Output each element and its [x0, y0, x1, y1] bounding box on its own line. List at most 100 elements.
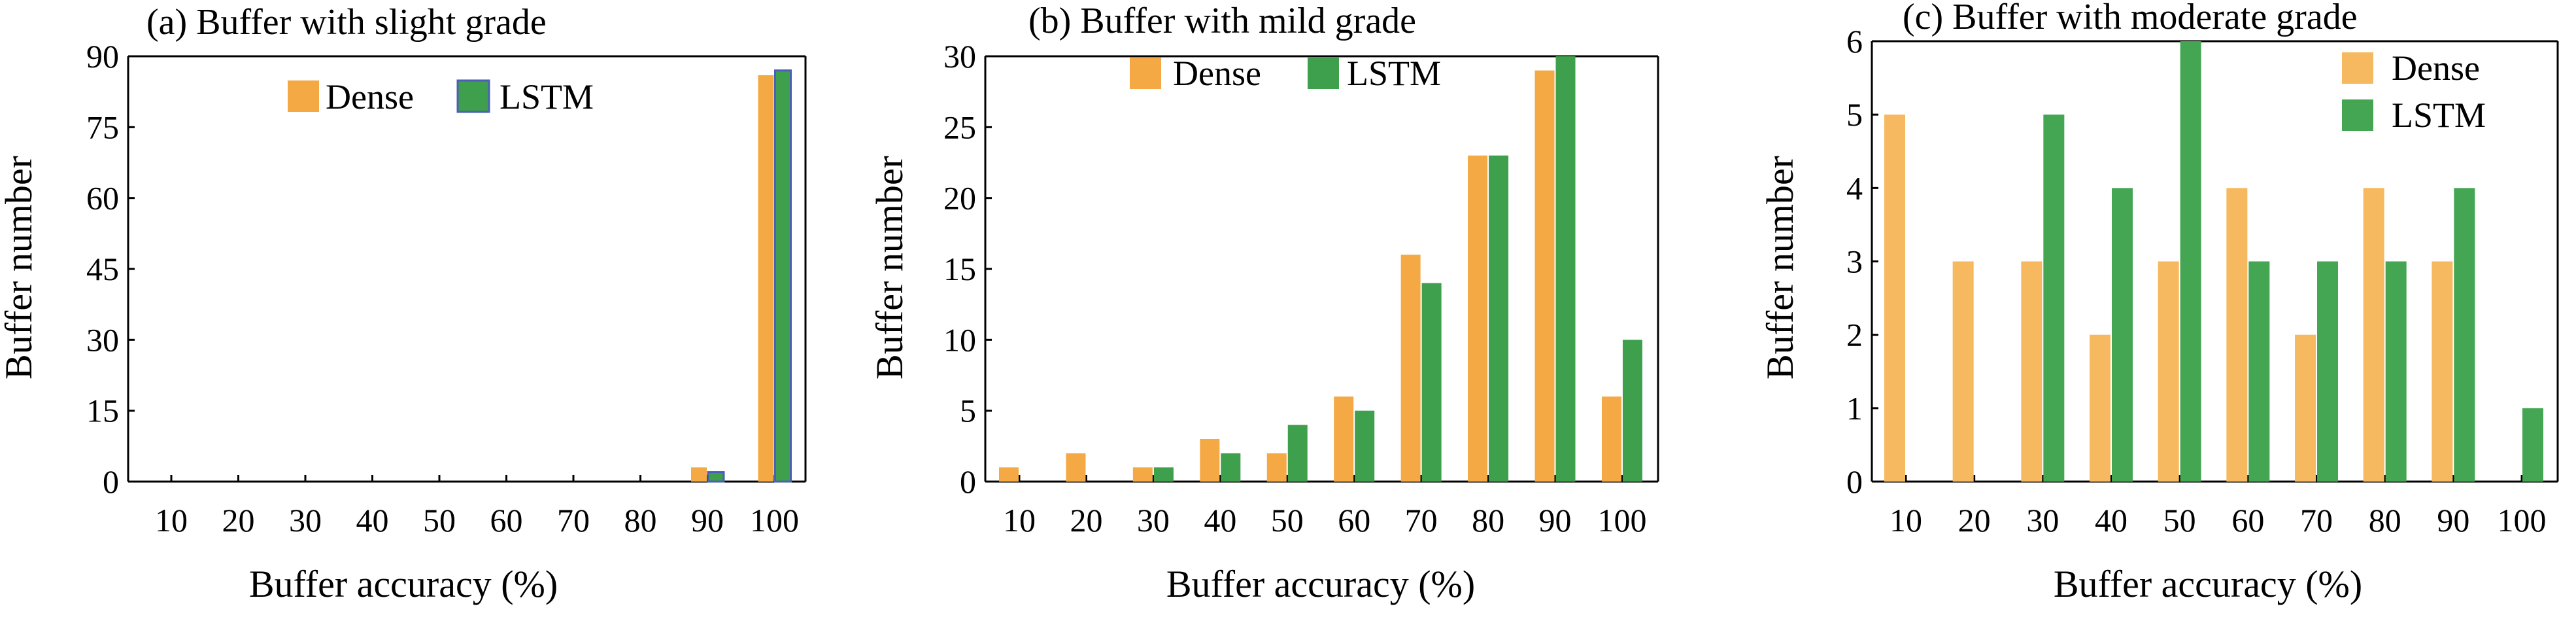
- y-tick-label-c: 0: [1846, 463, 1863, 500]
- bar-dense-b: [1266, 453, 1287, 482]
- x-tick-label-c: 20: [1958, 502, 1991, 539]
- bar-dense-c: [2021, 261, 2042, 482]
- x-tick-label-a: 100: [750, 502, 799, 539]
- bar-lstm-a: [707, 471, 725, 483]
- x-tick-label-b: 30: [1137, 502, 1170, 539]
- legend-swatch-dense-c: [2342, 52, 2373, 84]
- x-tick-label-c: 50: [2163, 502, 2196, 539]
- chart-title-a: (a) Buffer with slight grade: [146, 2, 547, 43]
- y-tick-label-b: 30: [943, 38, 976, 75]
- legend-label-dense-c: Dense: [2392, 48, 2480, 88]
- bar-lstm-b: [1622, 340, 1642, 482]
- x-tick-label-c: 100: [2498, 502, 2547, 539]
- y-tick-label-c: 6: [1846, 23, 1863, 60]
- bar-dense-c: [2158, 261, 2179, 482]
- y-axis-label-a: Buffer number: [0, 156, 40, 380]
- y-tick-label-c: 2: [1846, 317, 1863, 353]
- x-tick-label-c: 60: [2231, 502, 2264, 539]
- legend-label-dense-a: Dense: [326, 77, 414, 116]
- x-ticks-a: 10 20 30 40 50 60 70 80 90 100: [155, 475, 799, 539]
- bar-dense-c: [1884, 115, 1905, 482]
- bar-dense-b: [1534, 70, 1555, 482]
- bar-dense-b: [1066, 453, 1086, 482]
- legend-b: Dense LSTM: [1130, 54, 1441, 93]
- bar-dense-b: [1601, 397, 1621, 482]
- y-ticks-b: 0 5 10 15 20 25 30: [943, 38, 992, 500]
- bar-dense-b: [1132, 467, 1153, 482]
- x-tick-label-a: 30: [289, 502, 322, 539]
- bar-dense-c: [2363, 188, 2384, 482]
- x-tick-label-b: 80: [1472, 502, 1504, 539]
- bar-lstm-c: [2112, 188, 2133, 482]
- x-ticks-c: 10 20 30 40 50 60 70 80 90 100: [1890, 475, 2547, 539]
- legend-label-lstm-b: LSTM: [1347, 54, 1441, 93]
- x-tick-label-b: 20: [1070, 502, 1102, 539]
- y-tick-label-b: 20: [943, 180, 976, 217]
- chart-title-b: (b) Buffer with mild grade: [1028, 1, 1416, 41]
- x-tick-label-a: 60: [490, 502, 523, 539]
- y-tick-label-a: 15: [86, 393, 119, 429]
- y-tick-label-c: 1: [1846, 390, 1863, 427]
- y-tick-label-c: 3: [1846, 243, 1863, 280]
- x-tick-label-a: 40: [356, 502, 389, 539]
- y-tick-label-b: 25: [943, 109, 976, 145]
- y-tick-label-b: 15: [943, 251, 976, 287]
- x-axis-label-c: Buffer accuracy (%): [2054, 563, 2362, 605]
- y-axis-label-b: Buffer number: [868, 156, 911, 380]
- y-tick-label-b: 10: [943, 321, 976, 358]
- bar-dense-a: [691, 467, 707, 482]
- x-tick-label-b: 50: [1271, 502, 1304, 539]
- y-axis-label-c: Buffer number: [1759, 156, 1801, 380]
- bar-lstm-c: [2385, 261, 2407, 482]
- bar-lstm-c: [2180, 41, 2201, 482]
- x-tick-label-c: 90: [2437, 502, 2469, 539]
- bar-dense-b: [1400, 255, 1421, 482]
- y-tick-label-b: 5: [960, 393, 976, 429]
- bar-dense-a: [758, 75, 774, 482]
- legend-label-lstm-a: LSTM: [500, 77, 594, 116]
- x-tick-label-c: 80: [2369, 502, 2401, 539]
- x-tick-label-a: 10: [155, 502, 188, 539]
- bar-dense-b: [1200, 439, 1220, 482]
- y-tick-label-a: 60: [86, 180, 119, 217]
- bar-lstm-c: [2248, 261, 2270, 482]
- legend-a: Dense LSTM: [288, 77, 594, 116]
- bar-dense-b: [999, 467, 1019, 482]
- chart-panel-b: (b) Buffer with mild grade Buffer number…: [868, 1, 1659, 605]
- bar-lstm-c: [2454, 188, 2475, 482]
- x-axis-label-b: Buffer accuracy (%): [1166, 563, 1475, 605]
- bar-dense-c: [2295, 334, 2316, 482]
- bar-lstm-b: [1287, 425, 1308, 482]
- bar-dense-c: [1952, 261, 1974, 482]
- chart-panel-c: (c) Buffer with moderate grade Buffer nu…: [1759, 0, 2559, 605]
- chart-panel-a: (a) Buffer with slight grade Buffer numb…: [0, 2, 807, 605]
- bar-dense-b: [1334, 397, 1354, 482]
- y-tick-label-a: 75: [86, 109, 119, 145]
- y-tick-label-a: 45: [86, 251, 119, 287]
- bar-lstm-c: [2522, 408, 2544, 482]
- legend-c: Dense LSTM: [2342, 48, 2486, 135]
- x-tick-label-a: 80: [624, 502, 657, 539]
- x-tick-label-c: 30: [2026, 502, 2059, 539]
- legend-swatch-lstm-a: [456, 79, 490, 113]
- x-tick-label-b: 100: [1597, 502, 1646, 539]
- x-axis-label-a: Buffer accuracy (%): [249, 563, 558, 605]
- x-tick-label-b: 60: [1338, 502, 1370, 539]
- x-tick-label-c: 70: [2300, 502, 2333, 539]
- bar-dense-c: [2432, 261, 2453, 482]
- bars-c: [1884, 41, 2544, 482]
- bar-lstm-b: [1489, 155, 1509, 482]
- x-tick-label-b: 40: [1204, 502, 1236, 539]
- bars-a: [691, 69, 792, 483]
- bar-lstm-b: [1555, 56, 1576, 482]
- bar-lstm-b: [1421, 283, 1442, 482]
- bar-lstm-c: [2317, 261, 2339, 482]
- legend-swatch-dense-b: [1130, 58, 1161, 89]
- bar-lstm-c: [2043, 115, 2065, 482]
- bar-dense-c: [2090, 334, 2111, 482]
- x-tick-label-a: 20: [222, 502, 255, 539]
- y-tick-label-a: 30: [86, 321, 119, 358]
- x-ticks-b: 10 20 30 40 50 60 70 80 90 100: [1003, 475, 1646, 539]
- x-tick-label-b: 70: [1405, 502, 1438, 539]
